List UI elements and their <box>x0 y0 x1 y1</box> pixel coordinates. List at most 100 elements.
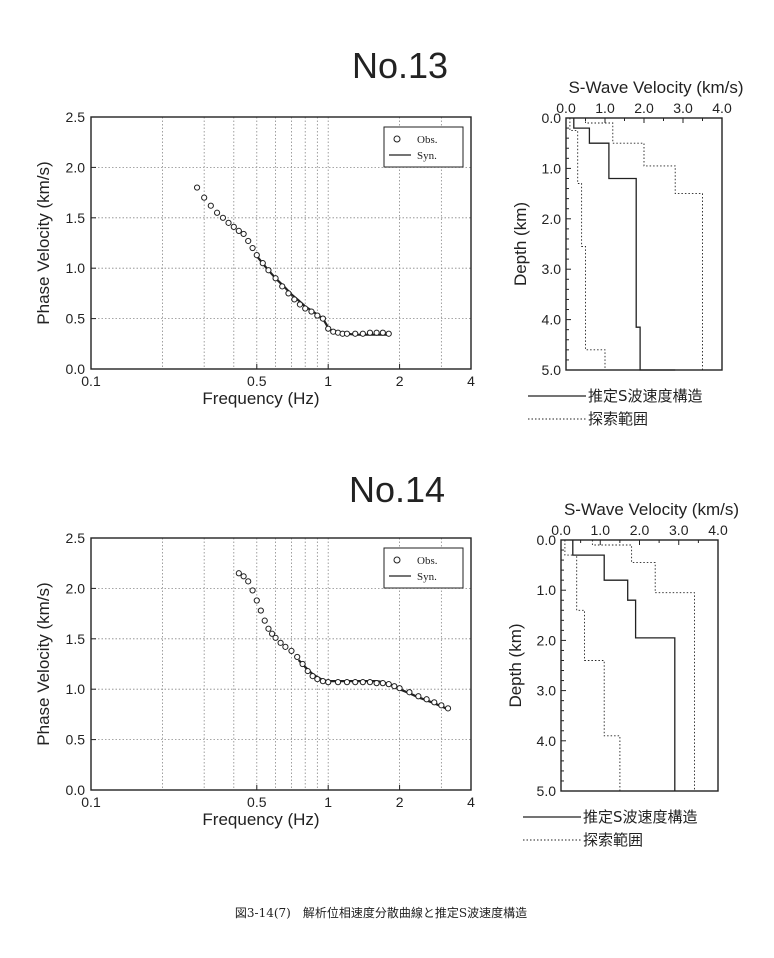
x-tick-label: 0.5 <box>247 794 267 810</box>
y-tick-label: 2.0 <box>66 580 86 596</box>
obs-point <box>385 330 392 337</box>
search-range-bound <box>564 540 660 792</box>
y-tick-label: 2.5 <box>66 530 86 546</box>
y-tick-label: 3.0 <box>537 683 557 699</box>
obs-point <box>299 660 306 668</box>
obs-point <box>272 275 279 282</box>
legend-estimated-label: 推定S波速度構造 <box>583 808 698 826</box>
obs-point <box>359 330 366 337</box>
chart-title: No.13 <box>352 45 448 86</box>
estimated-vs-profile <box>572 540 676 791</box>
obs-point <box>235 570 242 577</box>
obs-point <box>366 329 374 336</box>
x-tick-label: 3.0 <box>669 522 689 538</box>
obs-point <box>285 290 292 297</box>
obs-point <box>277 639 284 646</box>
y-tick-label: 2.5 <box>66 109 86 125</box>
legend: Obs. Syn. <box>383 126 464 168</box>
obs-point <box>396 685 403 692</box>
obs-point <box>291 296 298 303</box>
obs-point <box>343 679 351 686</box>
obs-point <box>325 325 332 332</box>
legend-obs-label: Obs. <box>417 134 438 146</box>
y-axis-label: Depth (km) <box>511 202 530 286</box>
x-tick-label: 1.0 <box>591 522 611 538</box>
x-tick-label: 2 <box>396 373 404 389</box>
legend-syn-label: Syn. <box>417 571 437 583</box>
x-tick-label: 0.0 <box>551 522 571 538</box>
y-tick-label: 1.0 <box>537 582 557 598</box>
obs-point <box>314 312 321 319</box>
y-tick-label: 1.0 <box>66 681 86 697</box>
x-tick-label: 4.0 <box>708 522 728 538</box>
obs-point <box>259 260 266 267</box>
y-tick-label: 2.0 <box>542 211 562 227</box>
velocity-axis-title: S-Wave Velocity (km/s) <box>564 500 739 519</box>
obs-point <box>391 683 398 690</box>
obs-point <box>279 283 286 290</box>
search-range-bound <box>569 118 617 371</box>
y-axis-label: Phase Velocity (km/s) <box>34 582 53 745</box>
figure-caption: 図3-14(7) 解析位相速度分散曲線と推定S波速度構造 <box>235 905 527 920</box>
obs-point <box>423 696 430 703</box>
obs-point <box>309 672 316 680</box>
y-tick-label: 2.0 <box>66 159 86 175</box>
y-tick-label: 1.5 <box>66 631 86 647</box>
obs-point <box>240 573 247 580</box>
dispersion-chart-no14: No.14 0.1 0.5 1 2 4 0.0 0.5 1.0 1.5 2.0 2.5 Frequenc… <box>34 469 475 829</box>
obs-point <box>379 680 386 687</box>
legend-box <box>383 126 464 168</box>
obs-point <box>261 617 268 624</box>
search-range-bound <box>585 118 703 370</box>
x-tick-label: 0.0 <box>556 100 576 116</box>
x-tick-label: 1.0 <box>595 100 615 116</box>
velocity-profile-chart: S-Wave Velocity (km/s) 0.0 1.0 2.0 3.0 4.0 0.0… <box>511 78 744 428</box>
x-tick-label: 3.0 <box>673 100 693 116</box>
obs-point <box>379 329 386 336</box>
x-tick-label: 0.5 <box>247 373 267 389</box>
legend-obs-label: Obs. <box>417 555 438 567</box>
obs-point <box>302 305 309 312</box>
obs-point <box>373 680 380 687</box>
x-axis-label: Frequency (Hz) <box>202 389 319 408</box>
obs-point <box>385 681 392 688</box>
x-tick-label: 2.0 <box>634 100 654 116</box>
obs-point <box>253 251 260 259</box>
obs-point <box>294 653 301 661</box>
obs-point <box>415 693 422 700</box>
obs-point <box>245 237 252 245</box>
x-tick-label: 0.1 <box>81 373 101 389</box>
legend-obs-marker <box>393 556 401 564</box>
obs-point <box>253 597 260 604</box>
dispersion-chart-no13: No.13 0.1 0.5 1 2 4 0.0 0.5 1.0 1.5 2.0 2.5 Frequenc… <box>34 45 475 408</box>
legend-syn-label: Syn. <box>417 150 437 162</box>
obs-point <box>314 676 321 683</box>
obs-point <box>304 667 311 675</box>
obs-point <box>308 308 315 315</box>
legend: Obs. Syn. <box>383 547 464 589</box>
y-tick-label: 5.0 <box>542 362 562 378</box>
legend-estimated-label: 推定S波速度構造 <box>588 387 703 405</box>
x-axis-label: Frequency (Hz) <box>202 810 319 829</box>
velocity-profile-chart: S-Wave Velocity (km/s) 0.0 1.0 2.0 3.0 4.0 0.0… <box>506 500 739 849</box>
legend-obs-marker <box>393 135 401 143</box>
legend-range-label: 探索範囲 <box>583 831 643 849</box>
obs-point <box>265 625 272 632</box>
obs-point <box>319 315 327 322</box>
obs-point <box>225 219 232 226</box>
obs-point <box>213 209 221 216</box>
obs-point <box>193 184 201 191</box>
obs-point <box>325 679 332 686</box>
search-range-bound <box>591 540 695 791</box>
x-tick-label: 1 <box>324 373 332 389</box>
plot-frame <box>565 117 723 371</box>
obs-point <box>268 630 276 637</box>
chart-title: No.14 <box>349 469 445 510</box>
obs-point <box>245 578 252 585</box>
x-tick-label: 4 <box>467 373 475 389</box>
legend-range-label: 探索範囲 <box>588 410 648 428</box>
velocity-axis-title: S-Wave Velocity (km/s) <box>568 78 743 97</box>
obs-point <box>296 301 304 308</box>
